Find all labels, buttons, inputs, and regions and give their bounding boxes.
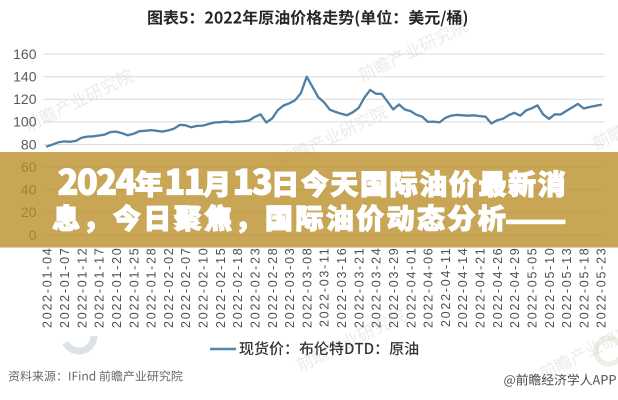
svg-text:2022-04-26: 2022-04-26 xyxy=(491,247,505,328)
svg-text:2022-01-17: 2022-01-17 xyxy=(93,247,107,328)
svg-text:2022-01-04: 2022-01-04 xyxy=(41,247,55,328)
svg-text:2022-03-11: 2022-03-11 xyxy=(318,247,332,328)
svg-text:2022-05-23: 2022-05-23 xyxy=(595,247,609,328)
svg-text:2022-04-11: 2022-04-11 xyxy=(439,247,453,328)
svg-text:160: 160 xyxy=(13,46,37,62)
svg-text:2022-03-08: 2022-03-08 xyxy=(300,247,314,328)
svg-text:140: 140 xyxy=(13,69,37,85)
svg-text:2022-02-10: 2022-02-10 xyxy=(197,247,211,328)
svg-text:2022-04-01: 2022-04-01 xyxy=(404,247,418,328)
svg-text:2022-03-29: 2022-03-29 xyxy=(387,247,401,328)
svg-text:2022-05-10: 2022-05-10 xyxy=(543,247,557,328)
svg-text:120: 120 xyxy=(13,91,37,107)
svg-text:2022-01-25: 2022-01-25 xyxy=(127,247,141,328)
svg-text:2022-04-06: 2022-04-06 xyxy=(422,247,436,328)
svg-text:2022-01-07: 2022-01-07 xyxy=(58,247,72,328)
svg-text:2022-03-16: 2022-03-16 xyxy=(335,247,349,328)
svg-text:2022-02-28: 2022-02-28 xyxy=(266,247,280,328)
svg-text:2022-04-21: 2022-04-21 xyxy=(474,247,488,328)
svg-text:2022-01-28: 2022-01-28 xyxy=(145,247,159,328)
svg-text:2022-02-02: 2022-02-02 xyxy=(162,247,176,328)
svg-text:80: 80 xyxy=(21,136,37,152)
svg-text:2022-03-24: 2022-03-24 xyxy=(370,247,384,328)
svg-text:2022-03-03: 2022-03-03 xyxy=(283,247,297,328)
svg-text:2022-02-23: 2022-02-23 xyxy=(248,247,262,328)
svg-text:2022-01-20: 2022-01-20 xyxy=(110,247,124,328)
svg-text:2022-05-05: 2022-05-05 xyxy=(525,247,539,328)
svg-text:2022-04-29: 2022-04-29 xyxy=(508,247,522,328)
svg-text:2022-02-15: 2022-02-15 xyxy=(214,247,228,328)
svg-text:2022-01-12: 2022-01-12 xyxy=(75,247,89,328)
svg-text:2022-04-14: 2022-04-14 xyxy=(456,247,470,328)
svg-text:2022-05-13: 2022-05-13 xyxy=(560,247,574,328)
svg-text:2022-02-07: 2022-02-07 xyxy=(179,247,193,328)
svg-text:2022-02-18: 2022-02-18 xyxy=(231,247,245,328)
svg-text:100: 100 xyxy=(13,114,37,130)
svg-text:2022-03-21: 2022-03-21 xyxy=(352,247,366,328)
svg-text:2022-05-18: 2022-05-18 xyxy=(577,247,591,328)
